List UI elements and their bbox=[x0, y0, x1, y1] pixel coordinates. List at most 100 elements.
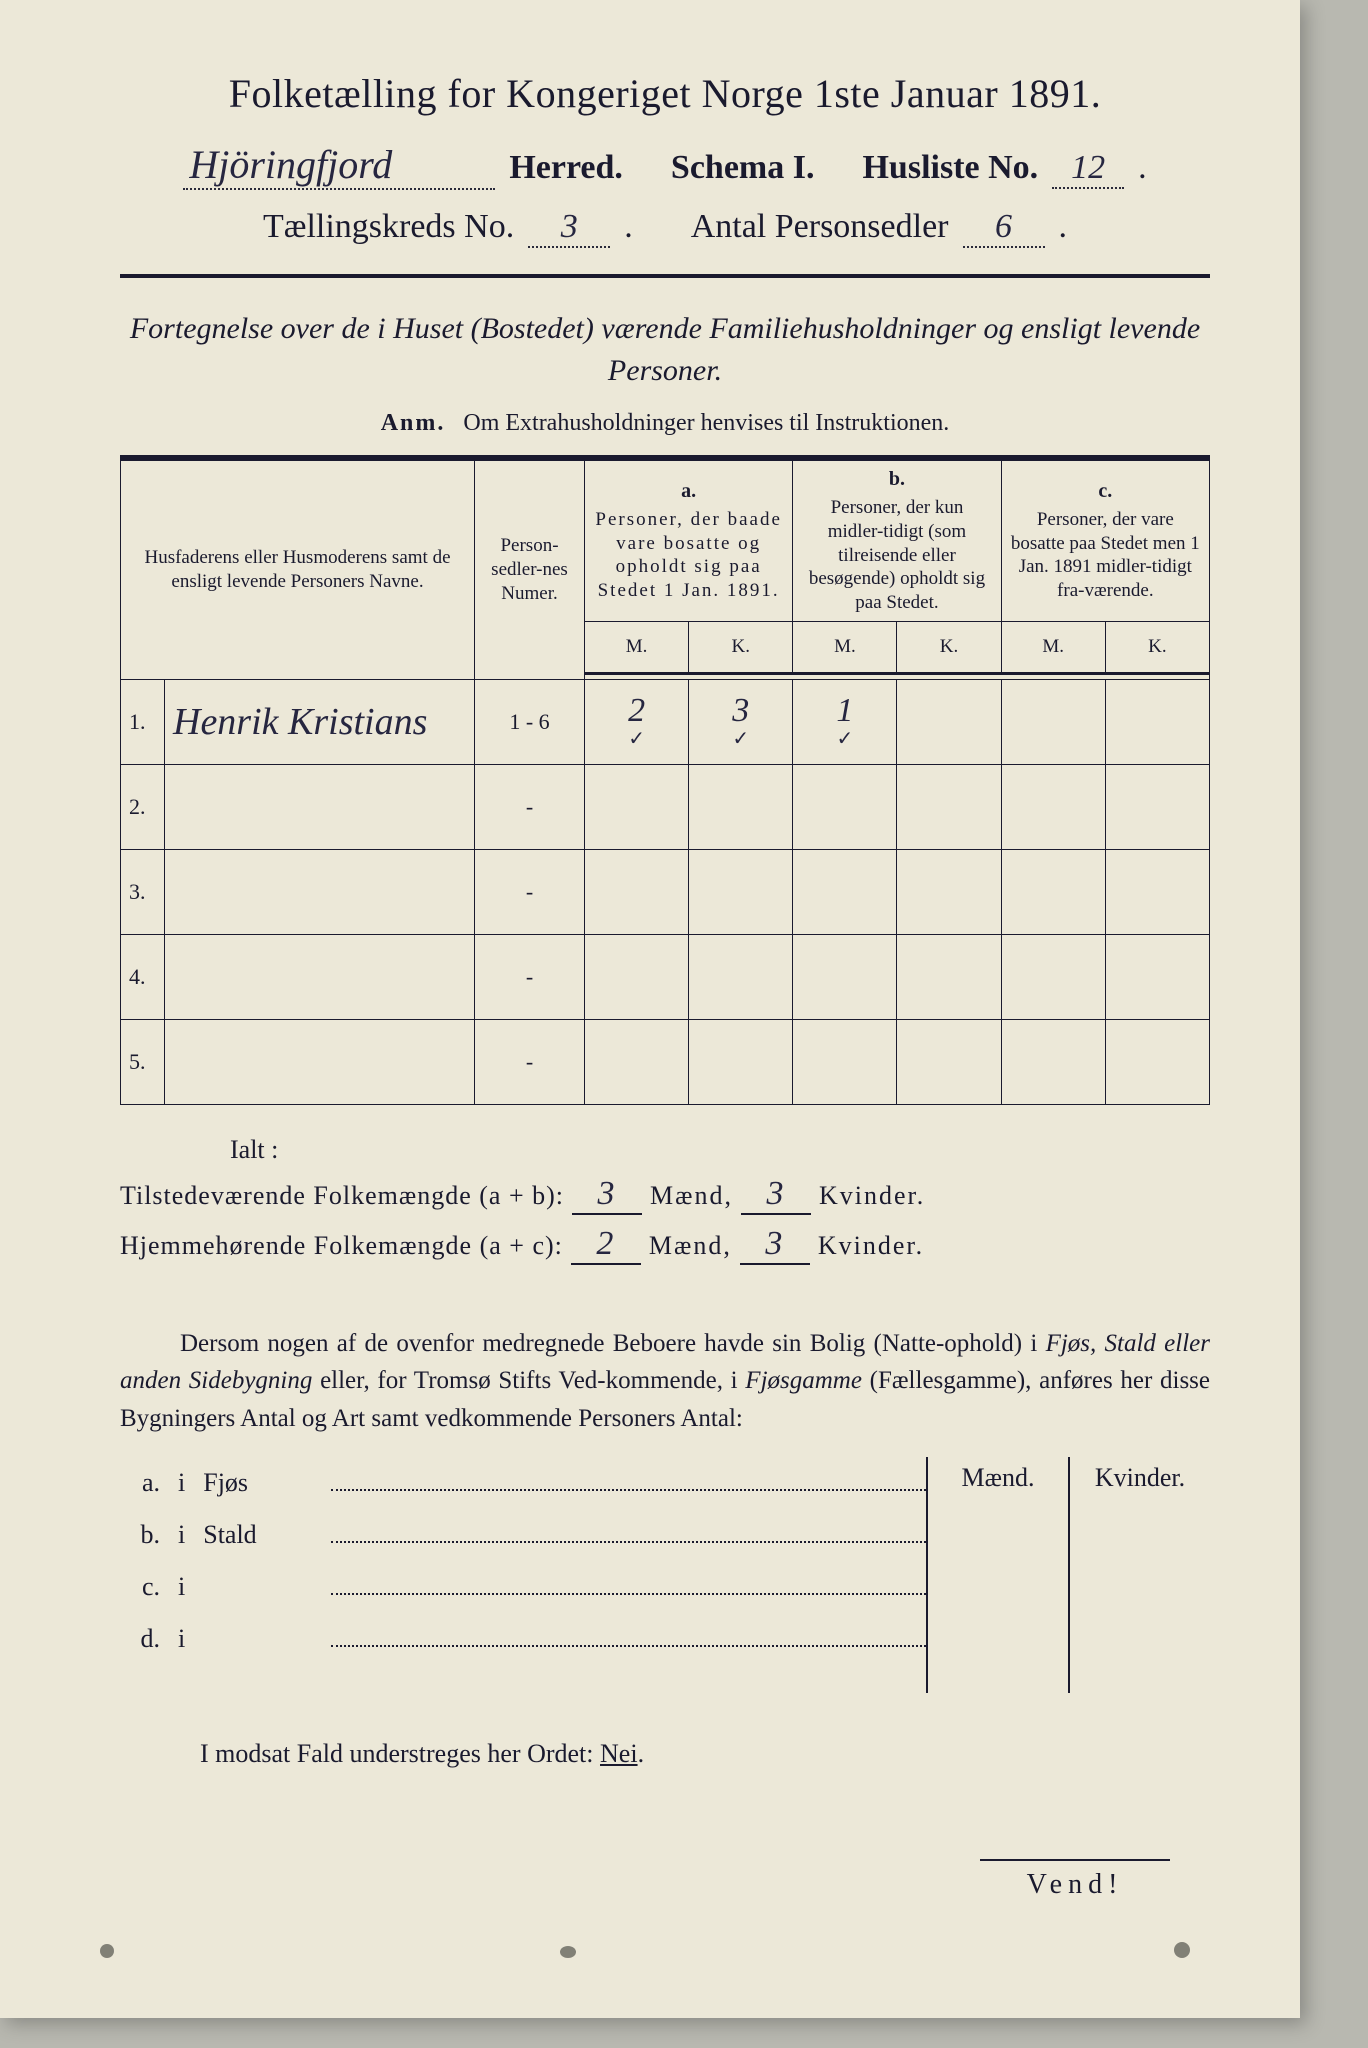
household-table: Husfaderens eller Husmoderens samt de en… bbox=[120, 460, 1210, 1105]
c-m-cell bbox=[1001, 849, 1105, 934]
a-m-cell bbox=[585, 934, 689, 1019]
nei-line: I modsat Fald understreges her Ordet: Ne… bbox=[120, 1739, 1210, 1769]
b-k-cell bbox=[897, 679, 1001, 764]
a-m-cell bbox=[585, 764, 689, 849]
b-m-cell bbox=[793, 764, 897, 849]
num-cell: 1 - 6 bbox=[475, 679, 585, 764]
c-m-cell bbox=[1001, 1019, 1105, 1104]
b-k-cell bbox=[897, 1019, 1001, 1104]
a-m-cell bbox=[585, 849, 689, 934]
row-number: 1. bbox=[121, 679, 165, 764]
bottom-row: a.iFjøs bbox=[120, 1457, 926, 1509]
col-c-m: M. bbox=[1001, 621, 1105, 673]
anm-line: Anm. Om Extrahusholdninger henvises til … bbox=[120, 410, 1210, 437]
col-b-m: M. bbox=[793, 621, 897, 673]
ialt-label: Ialt : bbox=[230, 1135, 1210, 1165]
table-row: 4. - bbox=[121, 934, 1210, 1019]
num-cell: - bbox=[475, 1019, 585, 1104]
b-m-cell bbox=[793, 849, 897, 934]
kreds-no: 3 bbox=[528, 208, 610, 248]
dotted-line bbox=[331, 1515, 926, 1543]
anm-text: Om Extrahusholdninger henvises til Instr… bbox=[463, 410, 949, 436]
b-k-cell bbox=[897, 849, 1001, 934]
a-m-cell bbox=[585, 1019, 689, 1104]
page-title: Folketælling for Kongeriget Norge 1ste J… bbox=[120, 70, 1210, 117]
sum-hjemme: Hjemmehørende Folkemængde (a + c): 2 Mæn… bbox=[120, 1225, 1210, 1265]
sum-tilstede: Tilstedeværende Folkemængde (a + b): 3 M… bbox=[120, 1175, 1210, 1215]
b-k-cell bbox=[897, 764, 1001, 849]
bottom-row: c.i bbox=[120, 1561, 926, 1613]
bottom-row: d.i bbox=[120, 1613, 926, 1665]
kreds-label: Tællingskreds No. bbox=[263, 208, 514, 246]
row-number: 2. bbox=[121, 764, 165, 849]
name-cell bbox=[165, 764, 475, 849]
dotted-line bbox=[331, 1567, 926, 1595]
a-k-cell bbox=[689, 934, 793, 1019]
table-row: 3. - bbox=[121, 849, 1210, 934]
header-row-2: Tællingskreds No. 3. Antal Personsedler … bbox=[120, 208, 1210, 248]
c-k-cell bbox=[1105, 934, 1209, 1019]
bottom-col-k: Kvinder. bbox=[1070, 1457, 1210, 1693]
a-m-cell: 2✓ bbox=[585, 679, 689, 764]
dotted-line bbox=[331, 1463, 926, 1491]
bottom-col-m: Mænd. bbox=[928, 1457, 1070, 1693]
bottom-table: a.iFjøsb.iStaldc.id.i Mænd. Kvinder. bbox=[120, 1457, 1210, 1693]
name-cell bbox=[165, 1019, 475, 1104]
hjemme-m: 2 bbox=[571, 1225, 641, 1265]
row-number: 3. bbox=[121, 849, 165, 934]
b-k-cell bbox=[897, 934, 1001, 1019]
c-k-cell bbox=[1105, 849, 1209, 934]
rule-1 bbox=[120, 274, 1210, 278]
col-b-k: K. bbox=[897, 621, 1001, 673]
bottom-left: a.iFjøsb.iStaldc.id.i bbox=[120, 1457, 926, 1665]
col-name-head: Husfaderens eller Husmoderens samt de en… bbox=[121, 461, 475, 680]
name-cell: Henrik Kristians bbox=[165, 679, 475, 764]
vend-label: Vend! bbox=[980, 1859, 1170, 1901]
name-cell bbox=[165, 849, 475, 934]
hjemme-k: 3 bbox=[740, 1225, 810, 1265]
col-b-head: b. Personer, der kun midler-tidigt (som … bbox=[793, 461, 1001, 622]
husliste-label: Husliste No. bbox=[862, 149, 1038, 187]
col-num-head: Person-sedler-nes Numer. bbox=[475, 461, 585, 680]
antal-label: Antal Personsedler bbox=[691, 208, 949, 246]
a-k-cell bbox=[689, 764, 793, 849]
row-number: 5. bbox=[121, 1019, 165, 1104]
c-k-cell bbox=[1105, 679, 1209, 764]
b-m-cell bbox=[793, 934, 897, 1019]
herred-name: Hjöringfjord bbox=[183, 141, 495, 190]
c-k-cell bbox=[1105, 1019, 1209, 1104]
c-m-cell bbox=[1001, 679, 1105, 764]
col-c-head: c. Personer, der vare bosatte paa Stedet… bbox=[1001, 461, 1209, 622]
row-number: 4. bbox=[121, 934, 165, 1019]
ink-spot-icon bbox=[100, 1944, 114, 1958]
tilstede-k: 3 bbox=[741, 1175, 811, 1215]
ink-spot-icon bbox=[1174, 1942, 1190, 1958]
bottom-paragraph: Dersom nogen af de ovenfor medregnede Be… bbox=[120, 1325, 1210, 1438]
husliste-no: 12 bbox=[1052, 149, 1124, 189]
bottom-row: b.iStald bbox=[120, 1509, 926, 1561]
subtitle: Fortegnelse over de i Huset (Bostedet) v… bbox=[120, 308, 1210, 392]
a-k-cell bbox=[689, 1019, 793, 1104]
bottom-right: Mænd. Kvinder. bbox=[926, 1457, 1210, 1693]
b-m-cell: 1✓ bbox=[793, 679, 897, 764]
col-a-k: K. bbox=[689, 621, 793, 673]
c-m-cell bbox=[1001, 934, 1105, 1019]
c-m-cell bbox=[1001, 764, 1105, 849]
dotted-line bbox=[331, 1619, 926, 1647]
schema-label: Schema I. bbox=[671, 149, 815, 187]
anm-label: Anm. bbox=[381, 410, 446, 436]
col-a-m: M. bbox=[585, 621, 689, 673]
herred-label: Herred. bbox=[509, 149, 623, 187]
num-cell: - bbox=[475, 934, 585, 1019]
tilstede-m: 3 bbox=[572, 1175, 642, 1215]
col-c-k: K. bbox=[1105, 621, 1209, 673]
antal-no: 6 bbox=[963, 208, 1045, 248]
table-row: 2.- bbox=[121, 764, 1210, 849]
census-form-page: Folketælling for Kongeriget Norge 1ste J… bbox=[0, 0, 1300, 2018]
a-k-cell bbox=[689, 849, 793, 934]
table-row: 5. - bbox=[121, 1019, 1210, 1104]
name-cell bbox=[165, 934, 475, 1019]
num-cell: - bbox=[475, 849, 585, 934]
header-row-1: Hjöringfjord Herred. Schema I. Husliste … bbox=[120, 141, 1210, 190]
b-m-cell bbox=[793, 1019, 897, 1104]
